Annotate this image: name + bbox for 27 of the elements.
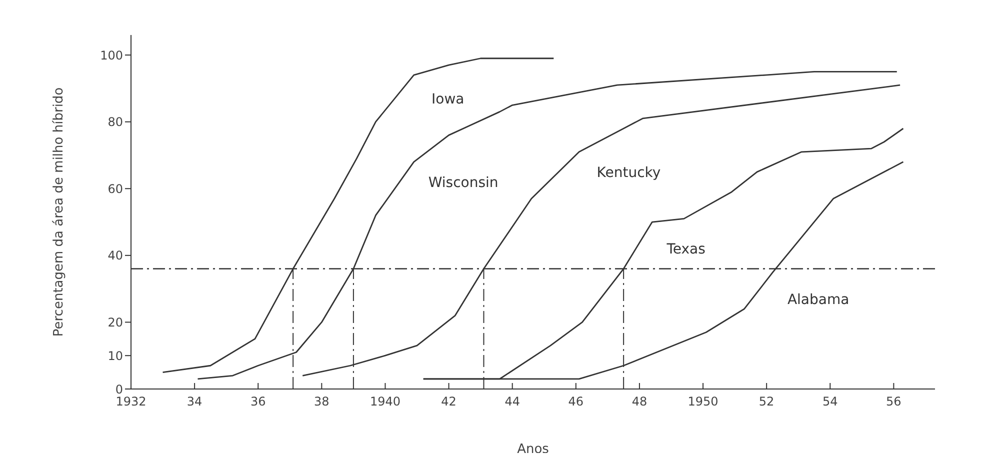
x-tick-label: 52 xyxy=(758,394,774,409)
series-label: Alabama xyxy=(787,292,850,308)
x-tick-label: 42 xyxy=(441,394,456,409)
x-tick-label: 1940 xyxy=(370,394,401,409)
x-tick-label: 46 xyxy=(568,394,584,409)
y-tick-label: 100 xyxy=(100,48,123,62)
series-label: Texas xyxy=(666,242,706,258)
x-tick-label: 54 xyxy=(822,394,838,409)
y-tick-label: 40 xyxy=(108,248,123,263)
x-tick-label: 48 xyxy=(632,394,648,409)
x-tick-label: 38 xyxy=(314,394,330,409)
series-label: Wisconsin xyxy=(428,174,498,191)
series-label: Kentucky xyxy=(596,164,661,181)
y-tick-label: 20 xyxy=(108,315,123,330)
y-tick-label: 80 xyxy=(108,115,123,130)
x-tick-label: 1950 xyxy=(688,394,718,409)
x-tick-label: 44 xyxy=(504,394,520,409)
x-axis-title: Anos xyxy=(517,442,550,457)
y-tick-label: 0 xyxy=(115,382,123,396)
x-tick-label: 34 xyxy=(186,394,202,409)
x-tick-label: 56 xyxy=(886,394,902,409)
y-axis-title: Percentagem da área de milho híbrido xyxy=(52,87,67,337)
x-tick-label: 1932 xyxy=(116,394,146,409)
series-label: Iowa xyxy=(432,91,464,108)
y-tick-label: 10 xyxy=(108,348,123,363)
x-tick-label: 36 xyxy=(250,394,266,409)
y-tick-label: 60 xyxy=(108,182,123,196)
